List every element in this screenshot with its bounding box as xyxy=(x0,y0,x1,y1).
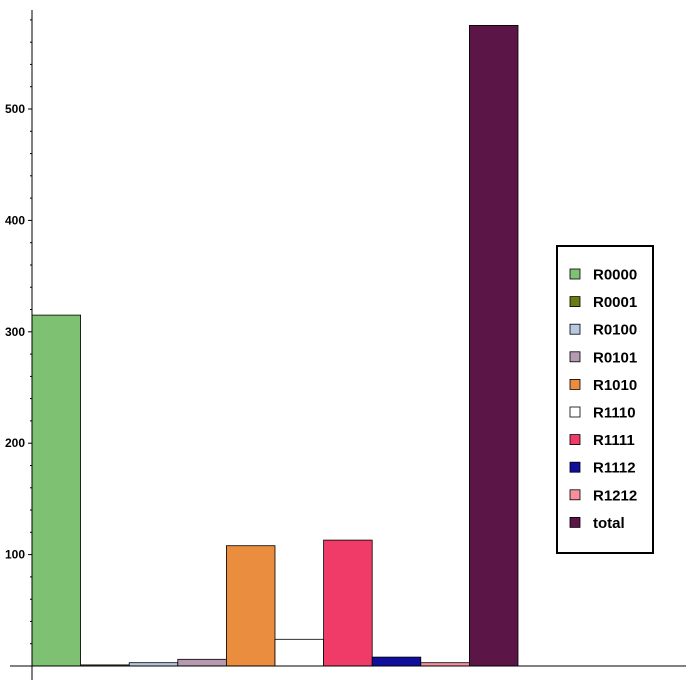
bar-r1111 xyxy=(323,539,373,667)
legend-label-r1212: R1212 xyxy=(593,487,637,504)
legend: R0000 R0001 R0100 R0101 R1010 R1110 R1111 R1112… xyxy=(556,245,654,554)
legend-label-r1111: R1111 xyxy=(593,432,635,449)
legend-box xyxy=(556,245,654,554)
y-ticks-group: 100 200 300 400 500 xyxy=(5,19,32,645)
bar-r0000 xyxy=(31,314,81,667)
legend-label-r1112: R1112 xyxy=(593,460,636,477)
legend-swatch-r0000 xyxy=(569,268,581,280)
legend-label-r0100: R0100 xyxy=(593,322,637,339)
y-tick-label: 300 xyxy=(5,325,25,339)
legend-label-r0000: R0000 xyxy=(593,267,637,284)
y-tick-label: 400 xyxy=(5,213,25,227)
legend-swatch-r0001 xyxy=(569,296,581,308)
bar-r1112 xyxy=(371,656,422,667)
legend-swatch-r1010 xyxy=(569,378,581,390)
y-tick-label: 100 xyxy=(5,548,25,562)
legend-label-r1110: R1110 xyxy=(593,405,636,422)
legend-swatch-r0101 xyxy=(569,351,581,363)
bar-r0101 xyxy=(177,658,227,667)
legend-label-r0101: R0101 xyxy=(593,349,637,366)
legend-swatch-r0100 xyxy=(569,323,581,335)
legend-swatch-total xyxy=(569,517,581,528)
legend-swatch-r1110 xyxy=(569,406,581,418)
legend-label-r0001: R0001 xyxy=(593,294,637,311)
bar-total xyxy=(468,24,519,667)
legend-label-total: total xyxy=(593,515,625,532)
legend-label-r1010: R1010 xyxy=(593,377,637,394)
y-tick-label: 200 xyxy=(5,436,25,450)
legend-swatch-r1111 xyxy=(569,434,581,446)
legend-swatch-r1212 xyxy=(569,489,581,501)
legend-swatch-r1112 xyxy=(569,461,581,473)
bar-r1010 xyxy=(225,545,276,667)
y-tick-label: 500 xyxy=(5,102,25,116)
bars-group xyxy=(31,24,519,667)
bar-r1110 xyxy=(274,638,324,667)
